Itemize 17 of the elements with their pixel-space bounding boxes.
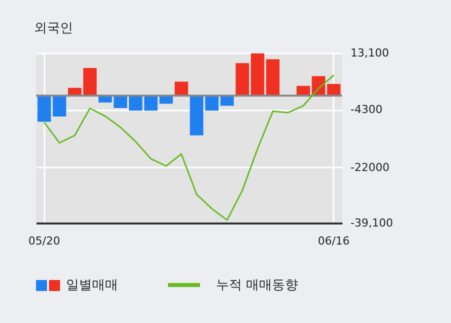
y-tick-label: -4300 [350,103,382,116]
y-tick-label: 13,100 [350,46,389,60]
legend-label: 일별매매 [66,277,118,294]
legend-label: 누적 매매동향 [216,277,298,294]
y-tick-label: -22000 [350,160,390,174]
bar [327,84,340,96]
bar [52,96,66,117]
bar [174,82,188,96]
chart-title: 외국인 [34,21,73,36]
x-tick-label: 05/20 [28,234,60,248]
y-tick-label: -39,100 [350,216,393,230]
x-tick-label: 06/16 [318,234,350,248]
bar [236,63,250,96]
bar [38,96,51,122]
line-series [43,74,335,221]
bar [220,96,234,106]
bar [159,96,173,104]
